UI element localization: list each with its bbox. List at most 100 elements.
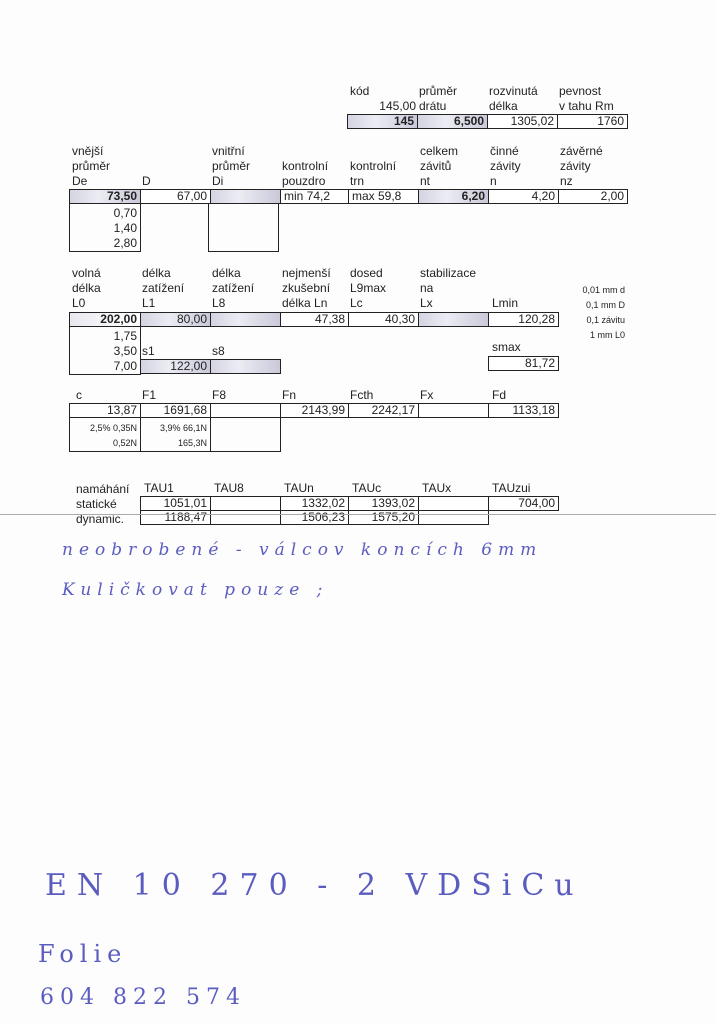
cell-nz: 2,00 xyxy=(558,189,628,204)
cell-D: 67,00 xyxy=(140,189,211,204)
label: délka Ln xyxy=(282,296,328,310)
label: zkušební xyxy=(282,281,331,295)
cell-Lx xyxy=(418,312,489,327)
cell-trn: max 59,8 xyxy=(348,189,419,204)
label: závitů xyxy=(420,159,452,173)
label-dynamic: dynamic. xyxy=(76,512,125,526)
label: na xyxy=(420,281,434,295)
cell-Fx xyxy=(418,403,489,418)
l0-sub: 7,00 xyxy=(113,359,137,373)
cell-F1: 1691,68 xyxy=(140,403,211,418)
label-pevnost: pevnost xyxy=(559,84,602,98)
cell-L0: 202,00 xyxy=(69,312,141,327)
label: zatížení xyxy=(212,281,255,295)
label: dosed xyxy=(350,266,383,280)
label-TAU8: TAU8 xyxy=(214,481,244,495)
label-delka: délka xyxy=(489,99,518,113)
label: Lmin xyxy=(492,296,519,310)
label: L0 xyxy=(72,296,86,310)
scan-line xyxy=(0,514,716,515)
cell-static xyxy=(210,496,281,511)
label: délka xyxy=(142,266,171,280)
note: 0,01 mm d xyxy=(582,285,625,295)
di-sub-box xyxy=(208,203,279,252)
f8-sub-box xyxy=(210,417,281,452)
label: trn xyxy=(350,174,365,188)
f1-sub: 3,9% 66,1N xyxy=(159,423,207,433)
label-TAUzui: TAUzui xyxy=(492,481,531,495)
cell-static: 1393,02 xyxy=(348,496,419,511)
label-c: c xyxy=(76,388,82,402)
label: Lc xyxy=(350,296,363,310)
handwritten-folie: Folie xyxy=(38,940,128,968)
cell-dynamic: 1575,20 xyxy=(348,510,419,525)
cell-static: 1332,02 xyxy=(280,496,349,511)
label: L1 xyxy=(142,296,156,310)
label: Lx xyxy=(420,296,433,310)
cell-Lc: 40,30 xyxy=(348,312,419,327)
label-TAU1: TAU1 xyxy=(144,481,174,495)
label: kontrolní xyxy=(350,159,397,173)
c-sub: 2,5% 0,35N xyxy=(89,423,137,433)
handwritten-phone: 604 822 574 xyxy=(40,985,246,1010)
label: vnější xyxy=(72,144,104,158)
label-smax: smax xyxy=(492,340,521,354)
label: kontrolní xyxy=(282,159,329,173)
label: závěrné xyxy=(560,144,603,158)
label-F8: F8 xyxy=(212,388,227,402)
cell-c: 13,87 xyxy=(69,403,141,418)
label: nt xyxy=(420,174,431,188)
label-vtahu: v tahu Rm xyxy=(559,99,614,113)
label: průměr xyxy=(72,159,111,173)
cell-De: 73,50 xyxy=(69,189,141,204)
cell-dynamic xyxy=(418,510,489,525)
l0-sub-box xyxy=(69,326,141,375)
label-TAUx: TAUx xyxy=(422,481,452,495)
label: průměr xyxy=(212,159,251,173)
handwritten-material: EN 10 270 - 2 VDSiCu xyxy=(45,868,584,903)
label: závity xyxy=(560,159,591,173)
label: zatížení xyxy=(142,281,185,295)
label-TAUc: TAUc xyxy=(352,481,382,495)
de-sub: 2,80 xyxy=(113,236,137,250)
label: nejmenší xyxy=(282,266,331,280)
label: závity xyxy=(490,159,521,173)
cell-s1: 122,00 xyxy=(140,359,211,374)
label-staticke: statické xyxy=(76,497,117,511)
label: délka xyxy=(212,266,241,280)
cell-prumer-dratu: 6,500 xyxy=(417,114,488,129)
label: pouzdro xyxy=(282,174,326,188)
cell-Di xyxy=(210,189,281,204)
label-dratu: drátu xyxy=(419,99,447,113)
cell-static: 1051,01 xyxy=(140,496,211,511)
cell-rozvinuta-delka: 1305,02 xyxy=(487,114,558,129)
de-sub: 1,40 xyxy=(113,221,137,235)
label-TAUn: TAUn xyxy=(284,481,314,495)
label-Fd: Fd xyxy=(492,388,507,402)
label-s1: s1 xyxy=(142,344,155,358)
handwritten-note: neobrobené - válcov koncích 6mm xyxy=(62,540,543,560)
cell-L8 xyxy=(210,312,281,327)
cell-Fd: 1133,18 xyxy=(488,403,559,418)
label-Fcth: Fcth xyxy=(350,388,374,402)
cell-n: 4,20 xyxy=(488,189,559,204)
cell-dynamic xyxy=(210,510,281,525)
label-namahani: namáhání xyxy=(76,482,130,496)
cell-nt: 6,20 xyxy=(418,189,489,204)
label-rozvinuta: rozvinutá xyxy=(489,84,538,98)
label-kod: kód xyxy=(350,84,370,98)
label-prumer: průměr xyxy=(419,84,458,98)
de-sub-box xyxy=(69,203,141,252)
label: L9max xyxy=(350,281,387,295)
cell-Ln: 47,38 xyxy=(280,312,349,327)
label-145: 145,00 xyxy=(379,99,416,113)
label: Di xyxy=(212,174,224,188)
cell-L1: 80,00 xyxy=(140,312,211,327)
label: D xyxy=(142,174,151,188)
cell-static xyxy=(418,496,489,511)
cell-pouzdro: min 74,2 xyxy=(280,189,349,204)
l0-sub: 1,75 xyxy=(113,329,137,343)
cell-Fcth: 2242,17 xyxy=(348,403,419,418)
cell-s8 xyxy=(210,359,281,374)
